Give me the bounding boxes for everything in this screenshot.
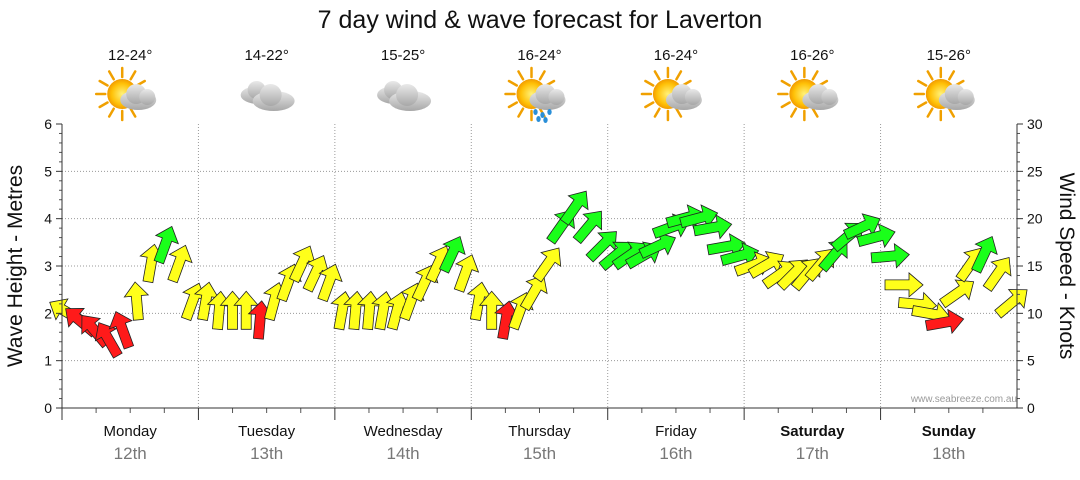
left-axis-tick-label: 0	[44, 400, 52, 416]
watermark: www.seabreeze.com.au	[910, 394, 1017, 405]
right-axis-tick-label: 15	[1027, 258, 1043, 274]
wind-arrow	[971, 236, 998, 274]
wind-arrow	[870, 243, 910, 269]
wind-arrow	[519, 274, 548, 312]
wind-arrow	[453, 254, 480, 293]
wind-arrow	[478, 290, 505, 330]
right-axis-tick-label: 20	[1027, 211, 1043, 227]
sun-cloud-icon	[94, 66, 157, 122]
temperature-label: 15-25°	[381, 47, 425, 64]
day-name-label: Friday	[655, 423, 697, 440]
left-axis-tick-label: 3	[44, 258, 52, 274]
right-axis-tick-label: 30	[1027, 116, 1043, 132]
wind-arrow	[982, 256, 1012, 293]
wind-arrow	[692, 214, 733, 240]
right-axis-tick-label: 0	[1027, 400, 1035, 416]
day-date-label: 13th	[250, 444, 283, 463]
wind-arrow	[572, 210, 603, 245]
temperature-label: 16-26°	[790, 47, 834, 64]
cloud-icon	[240, 81, 295, 111]
day-name-label: Monday	[104, 423, 158, 440]
temperature-label: 15-26°	[927, 47, 971, 64]
left-axis-tick-label: 1	[44, 353, 52, 369]
wind-arrow	[108, 311, 135, 350]
day-name-label: Sunday	[922, 423, 977, 440]
day-name-label: Tuesday	[238, 423, 295, 440]
wind-arrow	[167, 244, 193, 284]
right-axis-tick-label: 10	[1027, 305, 1043, 321]
wind-arrow	[559, 190, 589, 226]
temperature-label: 16-24°	[517, 47, 561, 64]
day-date-label: 14th	[387, 444, 420, 463]
wind-arrow	[924, 308, 965, 335]
wind-arrow	[585, 231, 617, 263]
sun-cloud-rain-icon	[504, 66, 566, 123]
day-date-label: 16th	[659, 444, 692, 463]
left-axis-label: Wave Height - Metres	[4, 165, 27, 367]
temperature-label: 14-22°	[244, 47, 288, 64]
day-date-label: 12th	[114, 444, 147, 463]
wind-arrow	[532, 247, 562, 283]
left-axis-tick-label: 6	[44, 116, 52, 132]
sun-cloud-icon	[640, 66, 702, 122]
chart-title: 7 day wind & wave forecast for Laverton	[318, 6, 763, 34]
right-axis-label: Wind Speed - Knots	[1055, 173, 1078, 360]
right-axis-tick-label: 5	[1027, 353, 1035, 369]
wind-arrow	[856, 223, 896, 249]
day-date-label: 18th	[932, 444, 965, 463]
sun-cloud-icon	[777, 66, 839, 122]
left-axis-tick-label: 2	[44, 305, 52, 321]
wind-arrow	[317, 263, 343, 303]
wind-arrow	[94, 322, 123, 359]
temperature-label: 12-24°	[108, 47, 152, 64]
wind-arrow	[153, 225, 179, 265]
wind-arrow	[939, 279, 975, 309]
day-date-label: 17th	[796, 444, 829, 463]
wind-arrow	[884, 272, 924, 298]
right-axis-tick-label: 25	[1027, 163, 1043, 179]
day-name-label: Saturday	[780, 423, 845, 440]
day-name-label: Wednesday	[364, 423, 443, 440]
temperature-label: 16-24°	[654, 47, 698, 64]
day-name-label: Thursday	[508, 423, 571, 440]
cloud-icon	[377, 81, 432, 111]
left-axis-tick-label: 5	[44, 163, 52, 179]
sun-cloud-icon	[913, 66, 975, 122]
left-axis-tick-label: 4	[44, 211, 52, 227]
wind-arrow	[123, 281, 150, 321]
wind-arrow	[994, 289, 1028, 319]
wind-arrow	[438, 236, 466, 274]
day-date-label: 15th	[523, 444, 556, 463]
